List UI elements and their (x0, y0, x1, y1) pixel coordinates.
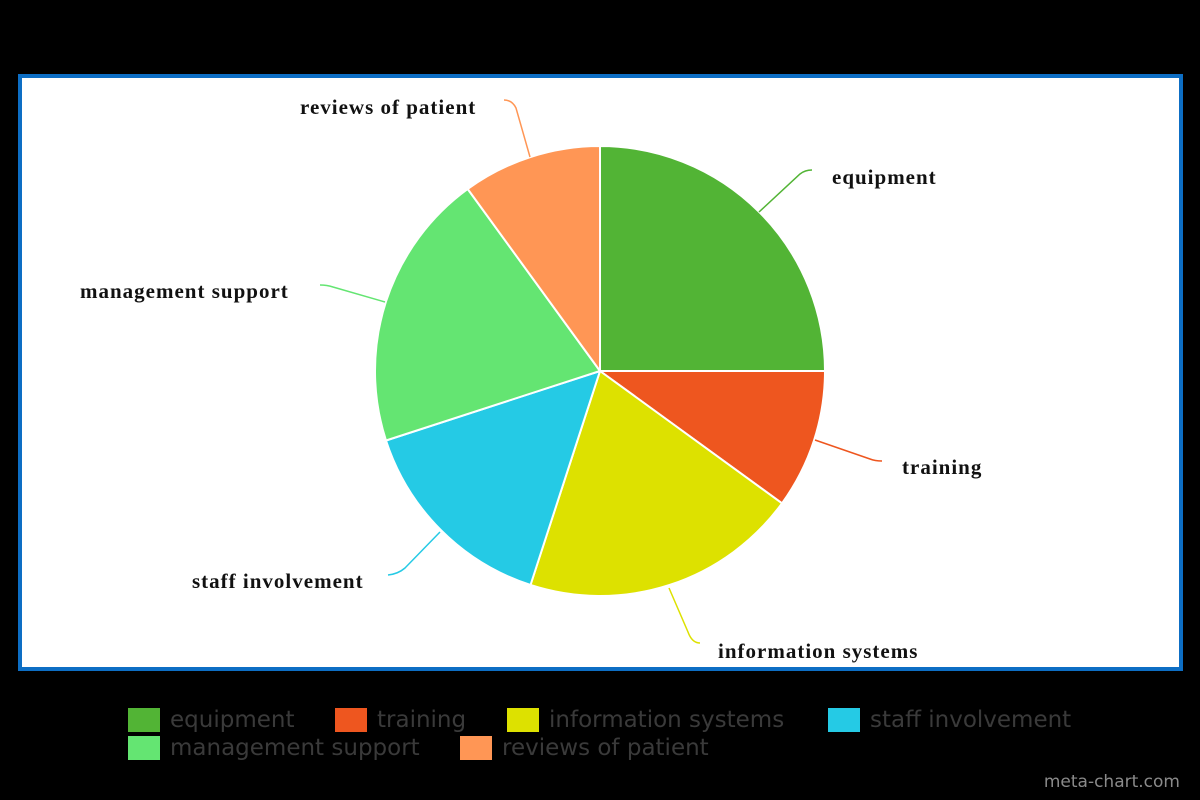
legend-swatch-staff-involvement (828, 708, 860, 732)
legend-label: training (377, 707, 467, 733)
legend-swatch-reviews-of-patient (460, 736, 492, 760)
slice-management-support[interactable] (374, 188, 601, 442)
legend-item-staff-involvement[interactable]: staff involvement (828, 707, 1071, 733)
label-staff-involvement: staff involvement (192, 569, 364, 593)
label-equipment: equipment (832, 165, 937, 189)
legend-item-management-support[interactable]: management support (128, 735, 460, 761)
slice-reviews-of-patient[interactable] (466, 145, 601, 372)
legend-row-1: equipment training information systems s… (128, 706, 1108, 734)
legend-label: staff involvement (870, 707, 1072, 733)
legend: equipment training information systems s… (128, 706, 1108, 762)
legend-label: information systems (549, 707, 785, 733)
label-training: training (902, 455, 982, 479)
legend-label: reviews of patient (502, 735, 709, 761)
legend-label: management support (170, 735, 420, 761)
watermark[interactable]: meta-chart.com (1043, 772, 1180, 792)
legend-label: equipment (170, 707, 295, 733)
legend-swatch-information-systems (507, 708, 539, 732)
legend-row-2: management support reviews of patient (128, 734, 1108, 762)
leader-equipment (758, 169, 813, 213)
slice-equipment[interactable] (599, 145, 826, 372)
legend-swatch-management-support (128, 736, 160, 760)
label-reviews-of-patient: reviews of patient (300, 95, 476, 119)
label-management-support: management support (80, 279, 289, 303)
leader-information-systems (668, 587, 701, 644)
leader-staff-involvement (387, 531, 441, 576)
slice-information-systems[interactable] (529, 370, 783, 597)
legend-item-information-systems[interactable]: information systems (507, 707, 828, 733)
leader-management-support (319, 284, 386, 303)
leader-training (814, 439, 883, 462)
legend-item-equipment[interactable]: equipment (128, 707, 335, 733)
leader-reviews-of-patient (503, 99, 531, 158)
slice-staff-involvement[interactable] (385, 370, 601, 586)
legend-item-reviews-of-patient[interactable]: reviews of patient (460, 735, 709, 761)
label-information-systems: information systems (718, 639, 918, 663)
legend-swatch-equipment (128, 708, 160, 732)
slice-training[interactable] (599, 370, 826, 505)
legend-item-training[interactable]: training (335, 707, 507, 733)
legend-swatch-training (335, 708, 367, 732)
